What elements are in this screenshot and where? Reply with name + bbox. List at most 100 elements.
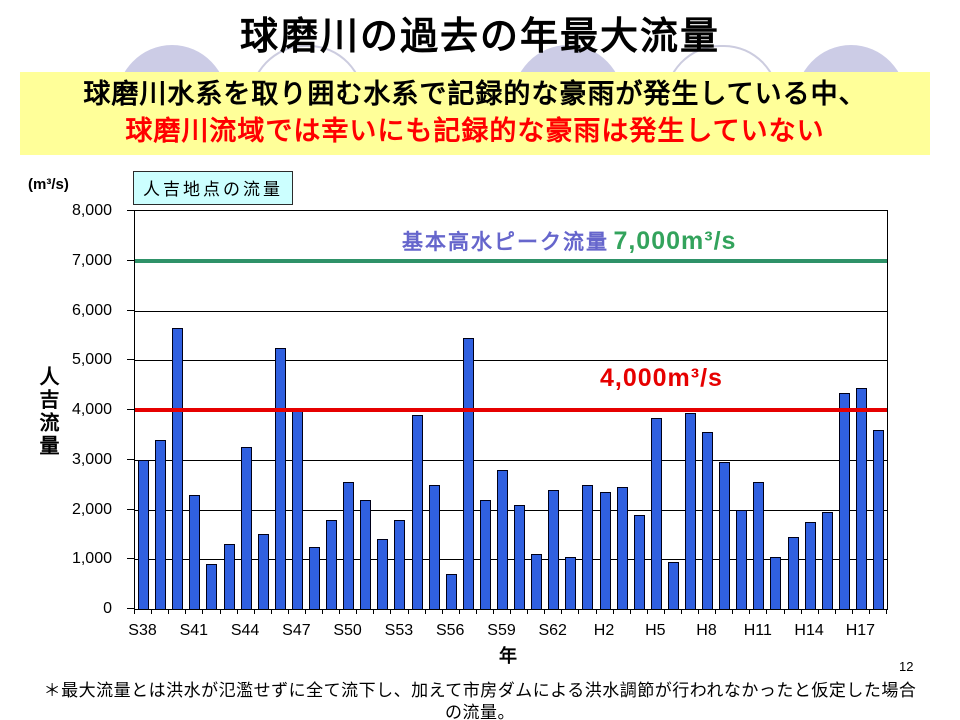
x-tick-mark — [629, 610, 631, 614]
bar-S47 — [291, 407, 303, 609]
bar-S48 — [309, 546, 320, 609]
reference-line-7000 — [135, 258, 887, 263]
x-tick-label-H2: H2 — [593, 622, 615, 639]
gridline-1000 — [135, 559, 887, 561]
x-tick-label-H14: H14 — [794, 622, 824, 639]
bar-S52 — [377, 539, 389, 609]
y-tick-mark — [127, 210, 134, 211]
x-tick-mark — [800, 610, 802, 614]
x-tick-label-S41: S41 — [179, 622, 209, 639]
gridline-6000 — [135, 310, 887, 312]
reference-annotation-7000: 基本高水ピーク流量 7,000m³/s — [402, 226, 736, 256]
bar-H3 — [616, 487, 628, 609]
x-tick-mark — [663, 610, 665, 614]
x-tick-mark — [595, 610, 597, 614]
bar-H18 — [873, 429, 884, 609]
x-tick-mark — [441, 610, 443, 614]
x-tick-label-S47: S47 — [282, 622, 311, 639]
bar-S63 — [565, 556, 577, 609]
bar-S50 — [343, 482, 355, 609]
x-tick-mark — [424, 610, 426, 614]
bar-H8 — [702, 432, 713, 609]
y-tick-mark — [127, 309, 134, 311]
x-tick-mark — [732, 610, 734, 614]
y-tick-label-7,000: 7,000 — [71, 251, 112, 269]
reference-annotation-4000: 4,000m³/s — [600, 364, 723, 392]
x-tick-label-S62: S62 — [538, 622, 567, 639]
x-tick-mark — [151, 610, 153, 614]
x-tick-mark — [219, 610, 221, 614]
x-tick-mark — [544, 610, 546, 614]
x-tick-mark — [817, 610, 819, 614]
y-tick-label-1,000: 1,000 — [71, 550, 112, 568]
x-tick-mark — [851, 610, 853, 614]
x-axis-title: 年 — [499, 646, 517, 666]
bar-S44 — [240, 447, 252, 609]
bar-S49 — [326, 519, 337, 609]
bar-S57 — [462, 337, 474, 609]
reference-line-4000 — [135, 408, 887, 412]
x-tick-mark — [698, 610, 699, 614]
x-tick-label-S44: S44 — [230, 622, 260, 639]
x-tick-mark — [715, 610, 717, 614]
bar-H13 — [787, 536, 799, 609]
x-tick-mark — [680, 610, 682, 614]
x-tick-label-H17: H17 — [845, 622, 876, 639]
bar-H9 — [719, 462, 731, 609]
bar-S60 — [514, 504, 525, 609]
x-tick-mark — [270, 610, 272, 614]
bar-H10 — [736, 509, 748, 609]
bar-H4 — [633, 514, 645, 609]
bar-H17 — [855, 387, 867, 609]
x-tick-mark — [373, 610, 375, 614]
y-tick-label-4,000: 4,000 — [71, 401, 112, 418]
x-tick-mark — [492, 610, 494, 614]
bar-S56 — [445, 574, 457, 609]
bar-S61 — [531, 554, 543, 609]
footnote-line1: ＊最大流量とは洪水が氾濫せずに全て流下し、加えて市房ダムによる洪水調節が行われな… — [43, 681, 917, 700]
x-tick-mark — [168, 610, 170, 614]
x-tick-mark — [783, 610, 785, 614]
y-axis-unit-label: (m³/s) — [28, 176, 69, 193]
x-tick-mark — [749, 610, 751, 614]
bar-S58 — [479, 499, 491, 609]
x-tick-mark — [510, 610, 511, 614]
y-axis-title: 人吉流量 — [36, 366, 58, 458]
x-tick-mark — [646, 610, 648, 614]
slide-title: 球磨川の過去の年最大流量 — [239, 16, 720, 58]
bar-H16 — [838, 392, 850, 609]
x-tick-label-S53: S53 — [384, 622, 414, 639]
bar-S38 — [138, 459, 149, 609]
bar-S39 — [155, 439, 167, 609]
y-tick-mark — [127, 458, 134, 460]
x-tick-mark — [134, 610, 135, 614]
x-tick-mark — [612, 610, 614, 614]
bar-H14 — [804, 521, 816, 609]
bar-H7 — [685, 412, 696, 609]
bar-S51 — [360, 499, 372, 609]
x-tick-mark — [407, 610, 409, 614]
x-tick-mark — [475, 610, 477, 614]
y-tick-mark — [127, 359, 134, 361]
bar-H1 — [582, 484, 594, 609]
x-tick-label-S38: S38 — [128, 622, 157, 639]
banner-line2: 球磨川流域では幸いにも記録的な豪雨は発生していない — [125, 116, 825, 146]
x-tick-mark — [561, 610, 563, 614]
x-tick-label-H11: H11 — [743, 622, 772, 639]
x-tick-mark — [287, 610, 289, 614]
y-tick-mark — [127, 409, 134, 410]
y-tick-label-6,000: 6,000 — [71, 301, 112, 319]
y-tick-mark — [127, 259, 134, 261]
bar-S40 — [172, 327, 184, 609]
x-tick-mark — [886, 610, 887, 614]
warning-banner: 球磨川水系を取り囲む水系で記録的な豪雨が発生している中、 球磨川流域では幸いにも… — [20, 72, 930, 155]
gridline-5000 — [135, 360, 887, 362]
x-tick-mark — [236, 610, 238, 614]
x-tick-mark — [322, 610, 323, 614]
y-tick-mark — [127, 608, 134, 609]
y-tick-mark — [127, 508, 134, 510]
bar-H5 — [650, 417, 662, 609]
bar-S53 — [394, 519, 406, 609]
bar-S43 — [223, 544, 235, 609]
